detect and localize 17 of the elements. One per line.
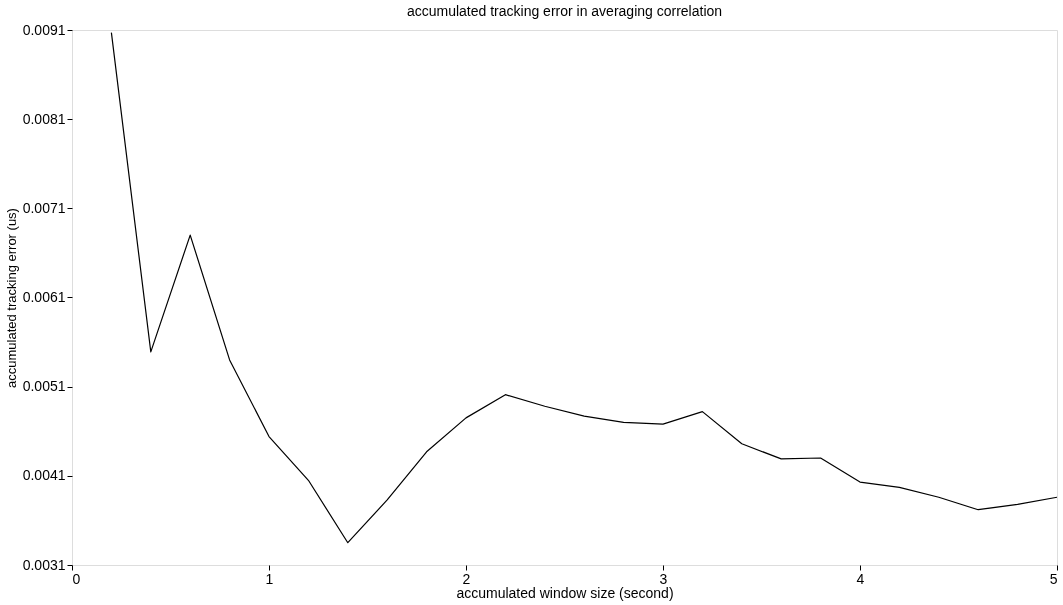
y-tick-label: 0.0091 — [22, 21, 66, 38]
x-tick-label: 4 — [856, 570, 865, 587]
x-axis-title: accumulated window size (second) — [456, 584, 674, 601]
x-tick-label: 0 — [72, 570, 81, 587]
y-tick-label: 0.0051 — [22, 378, 66, 395]
x-tick-label: 5 — [1049, 570, 1058, 587]
y-tick-label: 0.0061 — [22, 289, 66, 305]
x-tick-label: 3 — [659, 570, 668, 587]
y-tick-label: 0.0031 — [22, 556, 66, 573]
x-tick-label: 2 — [462, 570, 471, 587]
y-axis-title: accumulated tracking error (us) — [3, 208, 19, 388]
x-tick-label: 1 — [265, 570, 274, 587]
y-tick-label: 0.0041 — [22, 467, 66, 484]
y-tick-label: 0.0071 — [22, 199, 66, 216]
line-series — [110, 32, 1058, 544]
chart-title: accumulated tracking error in averaging correlation — [406, 3, 723, 19]
y-tick-label: 0.0081 — [22, 110, 66, 127]
